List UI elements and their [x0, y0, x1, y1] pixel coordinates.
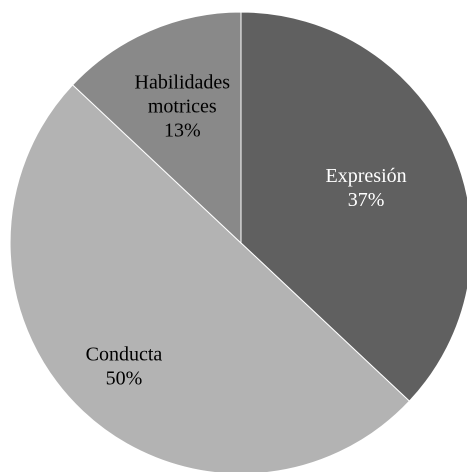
data-label-3: Habilidades motrices 13% [135, 71, 231, 141]
data-label-percent: 50% [106, 367, 143, 389]
data-label-percent: 13% [164, 119, 201, 141]
pie-slice-conducta [9, 84, 411, 472]
data-label-category: Habilidades [135, 71, 231, 93]
data-label-category: Expresión [326, 164, 407, 186]
data-label-category: motrices [148, 95, 217, 117]
data-label-category: Conducta [86, 343, 163, 365]
data-label-1: Expresión 37% [326, 164, 407, 210]
data-label-percent: 37% [348, 188, 385, 210]
pie-slices [9, 11, 467, 472]
pie-labels: Expresión 37% Conducta 50% Habilidades motric… [86, 71, 407, 389]
data-label-2: Conducta 50% [86, 343, 163, 389]
pie-slice-expresión [240, 11, 467, 402]
pie-slice-habilidades-motrices [71, 11, 242, 245]
